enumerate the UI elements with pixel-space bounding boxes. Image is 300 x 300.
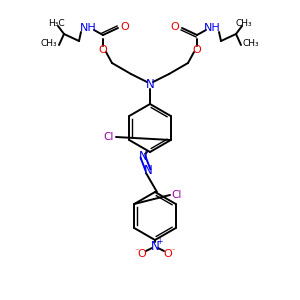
Text: N: N (146, 79, 154, 92)
Text: O: O (164, 249, 172, 259)
Text: O: O (121, 22, 129, 32)
Text: O: O (99, 45, 107, 55)
Text: +: + (156, 238, 162, 247)
Text: CH₃: CH₃ (243, 38, 259, 47)
Text: N: N (151, 239, 159, 253)
Text: ⁻: ⁻ (135, 247, 139, 256)
Text: Cl: Cl (172, 190, 182, 200)
Text: O: O (193, 45, 201, 55)
Text: NH: NH (80, 23, 96, 33)
Text: H₃C: H₃C (48, 20, 64, 28)
Text: Cl: Cl (104, 132, 114, 142)
Text: O: O (138, 249, 146, 259)
Text: ⁻: ⁻ (171, 247, 175, 256)
Text: N: N (144, 164, 152, 176)
Text: CH₃: CH₃ (41, 38, 57, 47)
Text: N: N (139, 151, 147, 164)
Text: CH₃: CH₃ (236, 20, 252, 28)
Text: NH: NH (204, 23, 220, 33)
Text: O: O (171, 22, 179, 32)
